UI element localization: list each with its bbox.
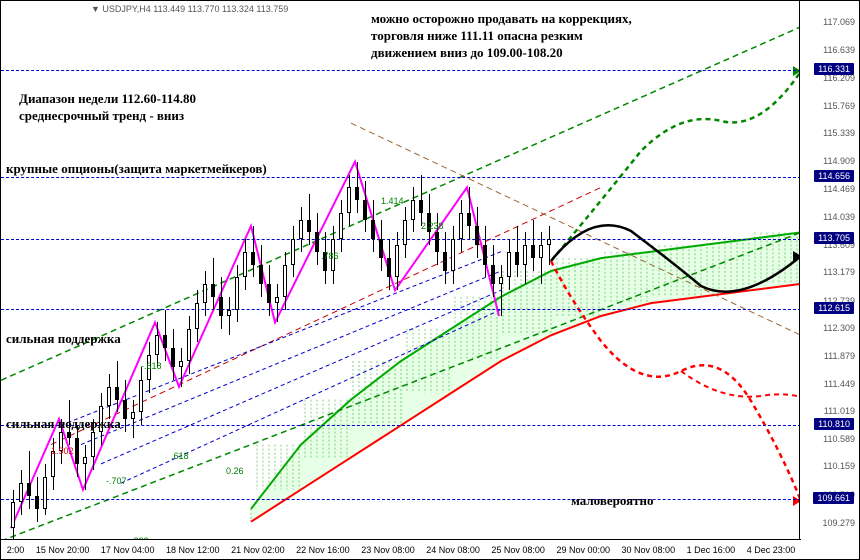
horizontal-level-line (1, 239, 801, 240)
price-label: 113.705 (814, 232, 854, 244)
annotation-a5: сильная поддержка (6, 416, 121, 433)
y-tick-label: 114.469 (823, 184, 855, 194)
forex-chart: ▼ USDJPY,H4 113.449 113.770 113.324 113.… (0, 0, 860, 560)
y-tick-label: 115.339 (823, 128, 855, 138)
annotation-a6: маловероятно (571, 493, 654, 510)
y-tick-label: 114.039 (823, 212, 855, 222)
y-tick-label: 109.279 (822, 518, 855, 528)
price-label: 112.615 (814, 302, 854, 314)
x-tick-label: 23 Nov 08:00 (361, 545, 415, 555)
x-tick-label: 2:00 (7, 545, 25, 555)
x-tick-label: 17 Nov 04:00 (101, 545, 155, 555)
y-axis: 117.069116.639116.209115.769115.339114.9… (799, 1, 859, 541)
x-tick-label: 21 Nov 02:00 (231, 545, 285, 555)
x-tick-label: 15 Nov 20:00 (36, 545, 90, 555)
y-tick-label: 116.639 (823, 45, 855, 55)
y-tick-label: 117.069 (823, 17, 855, 27)
y-tick-label: 111.019 (824, 406, 855, 416)
y-tick-label: 110.159 (823, 461, 855, 471)
x-tick-label: 1 Dec 16:00 (687, 545, 736, 555)
x-tick-label: 4 Dec 23:00 (747, 545, 796, 555)
y-tick-label: 111.879 (824, 351, 855, 361)
x-axis: 2:00 15 Nov 20:00 17 Nov 04:00 18 Nov 12:00… (1, 539, 801, 559)
y-tick-label: 113.179 (823, 267, 855, 277)
x-tick-label: 18 Nov 12:00 (166, 545, 220, 555)
horizontal-level-line (1, 425, 801, 426)
price-label: 109.661 (813, 492, 854, 504)
horizontal-level-line (1, 309, 801, 310)
annotation-a4: сильная поддержка (6, 331, 121, 348)
fib-label: 2.238 (421, 221, 444, 231)
x-tick-label: 22 Nov 16:00 (296, 545, 350, 555)
fib-label: .618 (171, 451, 189, 461)
fib-label: 1.414 (381, 196, 404, 206)
y-tick-label: 111.449 (824, 379, 855, 389)
fib-label: 0.26 (226, 466, 244, 476)
horizontal-level-line (1, 499, 801, 500)
chart-svg (1, 1, 801, 541)
fib-label: 1.902 (51, 446, 74, 456)
annotation-a3: крупные опционы(защита маркетмейкеров) (6, 161, 267, 178)
plot-area[interactable]: можно осторожно продавать на коррекциях,… (1, 1, 801, 541)
y-tick-label: 110.589 (823, 434, 855, 444)
fib-label: -.618 (141, 361, 162, 371)
horizontal-level-line (1, 70, 801, 71)
annotation-a2: Диапазон недели 112.60-114.80 среднесроч… (19, 91, 196, 125)
x-tick-label: 30 Nov 08:00 (622, 545, 676, 555)
y-tick-label: 114.909 (823, 156, 855, 166)
fib-label: -.707 (106, 476, 127, 486)
x-tick-label: 24 Nov 08:00 (426, 545, 480, 555)
price-label: 116.331 (814, 63, 854, 75)
x-tick-label: 29 Nov 00:00 (556, 545, 610, 555)
y-tick-label: 112.309 (823, 323, 855, 333)
price-label: 110.810 (814, 418, 854, 430)
price-label: 114.656 (814, 170, 854, 182)
y-tick-label: 115.769 (823, 101, 855, 111)
fib-label: .786 (321, 251, 339, 261)
x-tick-label: 25 Nov 08:00 (491, 545, 545, 555)
annotation-a1: можно осторожно продавать на коррекциях,… (371, 11, 632, 62)
